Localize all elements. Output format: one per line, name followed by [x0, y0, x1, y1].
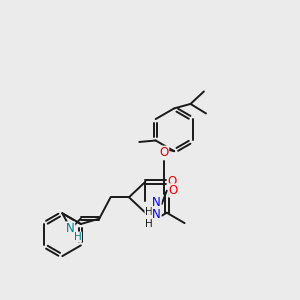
Text: O: O: [169, 184, 178, 197]
Text: O: O: [159, 146, 169, 159]
Text: O: O: [167, 175, 177, 188]
Text: H: H: [74, 232, 81, 242]
Text: H: H: [145, 219, 153, 229]
Text: N: N: [152, 196, 161, 209]
Text: H: H: [145, 206, 153, 217]
Text: N: N: [152, 208, 161, 221]
Text: N: N: [66, 222, 75, 235]
